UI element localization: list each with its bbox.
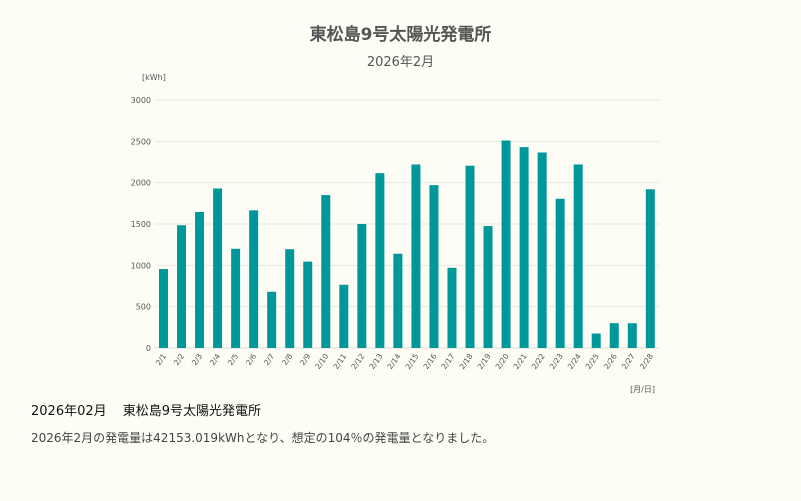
x-tick-label: 2/25 (584, 352, 601, 371)
y-tick-label: 3000 (131, 96, 151, 105)
bar (375, 173, 385, 348)
bar (609, 323, 619, 348)
bar (303, 261, 313, 348)
bar (231, 248, 241, 348)
summary-text: 2026年2月の発電量は42153.019kWhとなり、想定の104％の発電量と… (31, 431, 495, 445)
summary-period: 2026年02月 (31, 404, 107, 419)
x-tick-label: 2/8 (280, 352, 294, 367)
bar (357, 224, 367, 348)
x-tick-label: 2/5 (226, 352, 240, 367)
x-tick-label: 2/17 (440, 352, 457, 371)
bar (537, 152, 547, 348)
summary-heading: 2026年02月 東松島9号太陽光発電所 (31, 400, 273, 419)
bar (447, 267, 457, 348)
bar (627, 323, 637, 348)
y-tick-label: 2500 (131, 137, 151, 146)
bar (645, 189, 655, 348)
x-tick-label: 2/22 (530, 352, 547, 371)
x-tick-label: 2/16 (422, 352, 439, 371)
x-tick-label: 2/7 (262, 352, 276, 367)
x-tick-label: 2/19 (476, 352, 493, 371)
x-tick-label: 2/18 (458, 352, 475, 371)
bar (501, 140, 511, 348)
chart-subtitle: 2026年2月 (366, 55, 435, 70)
bar (393, 253, 403, 348)
bar (519, 147, 529, 348)
bar (483, 226, 493, 348)
x-tick-label: 2/3 (190, 352, 204, 367)
y-tick-label: 1500 (131, 220, 151, 229)
bar (591, 333, 601, 348)
x-tick-label: 2/10 (313, 352, 330, 371)
bar (195, 212, 205, 348)
x-tick-label: 2/26 (602, 352, 619, 371)
bar (213, 188, 223, 348)
x-tick-label: 2/14 (385, 352, 402, 371)
bar (249, 210, 259, 348)
bar (321, 195, 331, 348)
y-tick-label: 1000 (131, 261, 151, 270)
x-tick-label: 2/13 (367, 352, 384, 371)
x-tick-label: 2/12 (349, 352, 366, 371)
bar (573, 164, 583, 348)
x-tick-label: 2/4 (208, 352, 222, 367)
bar (339, 284, 349, 348)
x-axis-label: [月/日] (630, 385, 655, 394)
x-tick-label: 2/24 (566, 352, 583, 371)
chart-title: 東松島9号太陽光発電所 (309, 25, 492, 45)
bar (411, 164, 421, 348)
x-tick-label: 2/20 (494, 352, 511, 371)
x-tick-label: 2/11 (331, 352, 348, 371)
bar (177, 225, 187, 348)
bar (285, 249, 295, 348)
bar (555, 198, 565, 348)
summary-plant: 東松島9号太陽光発電所 (122, 404, 262, 419)
bar (429, 185, 439, 348)
x-tick-label: 2/23 (548, 352, 565, 371)
x-tick-label: 2/28 (638, 352, 655, 371)
x-tick-label: 2/27 (620, 352, 637, 371)
x-tick-label: 2/6 (244, 352, 258, 367)
bar (465, 165, 475, 348)
y-axis-label: [kWh] (142, 73, 166, 82)
bar (159, 269, 168, 348)
bar-chart: 0 500 1000 1500 2000 2500 3000 [kWh] [月/日] 2/1 2/2… (131, 73, 660, 394)
y-tick-label: 2000 (131, 179, 151, 188)
y-tick-label: 500 (136, 303, 151, 312)
x-tick-label: 2/1 (154, 352, 168, 367)
y-tick-label: 0 (146, 344, 151, 353)
x-tick-label: 2/21 (512, 352, 529, 371)
x-tick-label: 2/15 (404, 352, 421, 371)
x-tick-label: 2/9 (298, 352, 312, 367)
bar (267, 291, 277, 348)
x-tick-label: 2/2 (172, 352, 186, 367)
